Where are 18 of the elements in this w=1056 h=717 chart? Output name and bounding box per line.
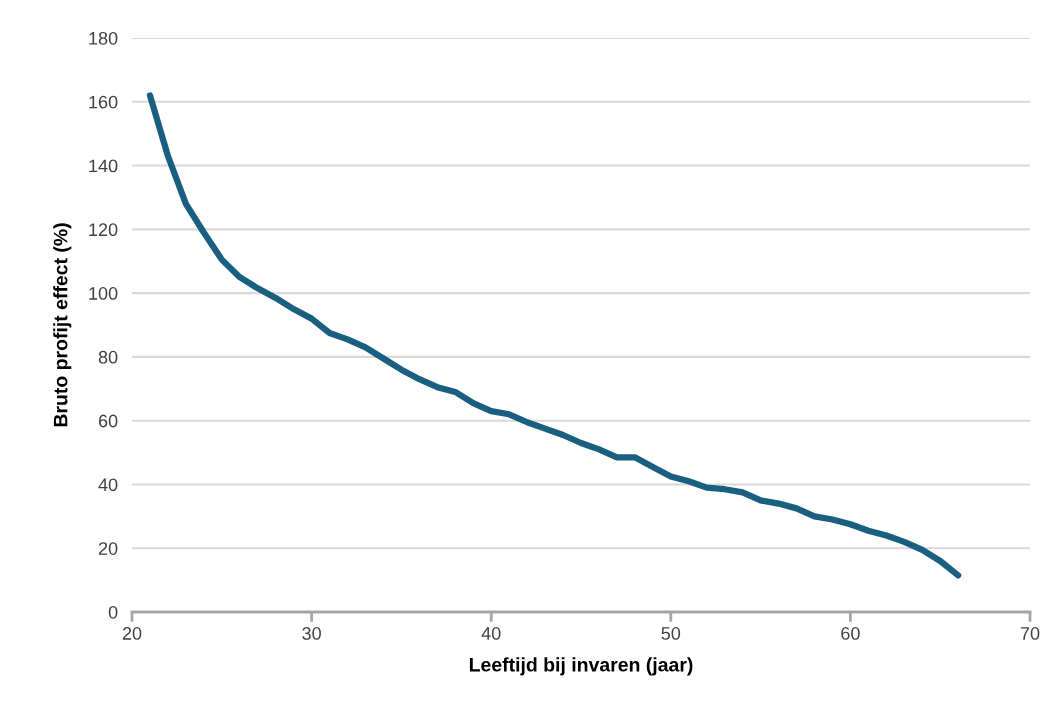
x-tick-label: 40 xyxy=(481,627,501,640)
y-tick-label: 140 xyxy=(89,159,118,173)
y-tick-label: 40 xyxy=(98,478,118,492)
x-tick-label: 60 xyxy=(841,627,860,640)
x-tick-label: 30 xyxy=(302,627,321,640)
x-tick-label: 20 xyxy=(122,627,142,640)
y-tick-label: 120 xyxy=(89,223,118,237)
x-tick-label: 70 xyxy=(1020,627,1040,640)
y-tick-label: 0 xyxy=(108,605,118,619)
y-axis-title: Bruto profijt effect (%) xyxy=(53,223,72,427)
y-tick-label: 180 xyxy=(89,31,118,45)
y-tick-label: 60 xyxy=(98,414,118,428)
y-tick-label: 160 xyxy=(89,95,118,109)
x-axis-title: Leeftijd bij invaren (jaar) xyxy=(469,657,693,676)
y-tick-label: 80 xyxy=(98,350,118,364)
x-tick-label: 50 xyxy=(661,627,681,640)
y-tick-label: 100 xyxy=(89,287,118,300)
y-tick-label: 20 xyxy=(98,542,118,555)
